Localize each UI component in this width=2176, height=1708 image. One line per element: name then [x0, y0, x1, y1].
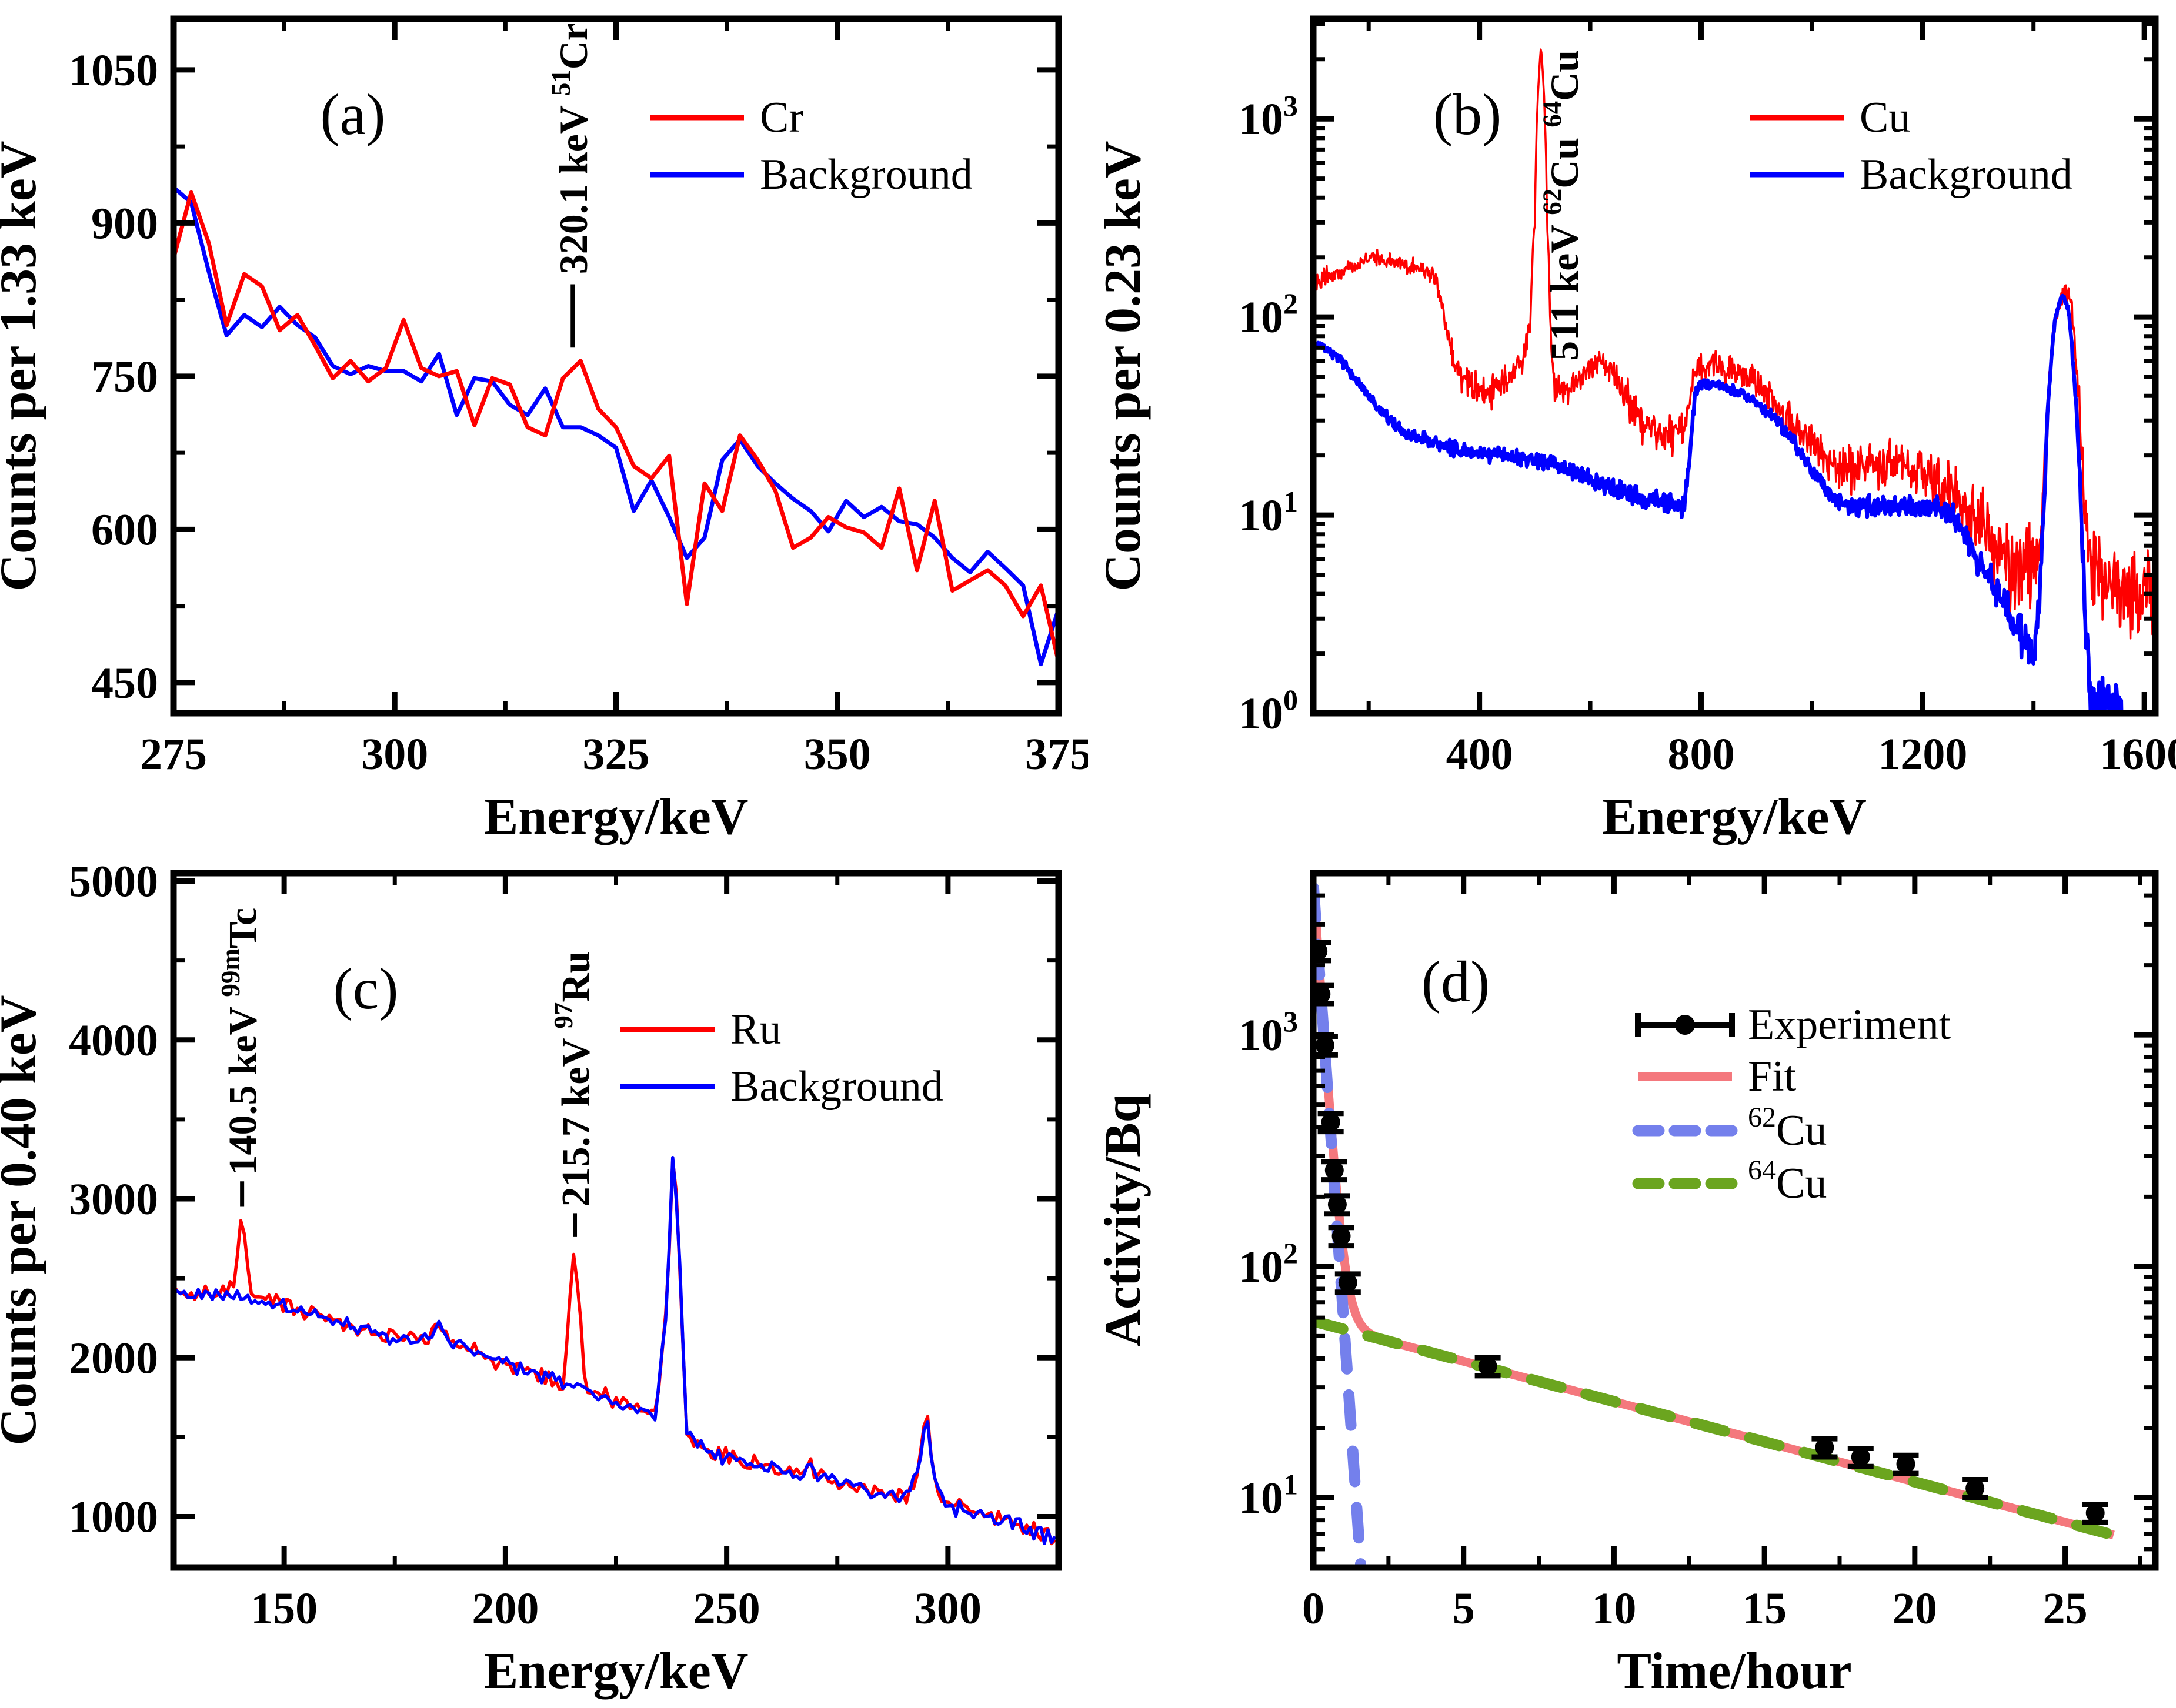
series-background: [173, 185, 1059, 667]
x-tick-label: 400: [1446, 730, 1513, 779]
x-tick-label: 800: [1667, 730, 1734, 779]
annotation-text: 140.5 keV 99mTc: [216, 908, 265, 1175]
legend-label: Experiment: [1748, 1001, 1951, 1049]
x-tick-label: 200: [472, 1584, 539, 1633]
y-tick-label: 102: [1239, 1236, 1298, 1292]
legend-label: 62Cu: [1748, 1102, 1827, 1155]
y-axis-label: Counts per 1.33 keV: [0, 141, 47, 591]
x-tick-label: 15: [1742, 1584, 1787, 1633]
x-tick-label: 1600: [2100, 730, 2176, 779]
y-tick-label: 101: [1239, 1468, 1298, 1523]
panel-letter: (b): [1433, 82, 1502, 147]
y-tick-label: 103: [1239, 1005, 1298, 1060]
panel-letter: (a): [321, 82, 386, 147]
panel-letter: (c): [333, 956, 399, 1021]
legend-label: Fit: [1748, 1052, 1797, 1101]
series-background: [1314, 293, 2124, 713]
y-tick-label: 4000: [69, 1016, 158, 1065]
panel-letter: (d): [1421, 949, 1490, 1014]
y-tick-label: 101: [1239, 485, 1298, 540]
x-tick-label: 20: [1893, 1584, 1937, 1633]
data-point: [1851, 1448, 1870, 1467]
y-tick-label: 103: [1239, 89, 1298, 144]
axis-frame: [1310, 870, 2159, 1571]
x-tick-label: 250: [693, 1584, 760, 1633]
x-tick-label: 350: [804, 730, 871, 779]
legend-label: Ru: [730, 1005, 781, 1054]
y-axis-label: Activity/Bq: [1094, 1094, 1152, 1346]
y-tick-label: 600: [91, 505, 158, 554]
legend-label: Background: [730, 1062, 943, 1111]
y-tick-label: 102: [1239, 287, 1298, 342]
x-axis-label: Energy/keV: [484, 788, 749, 845]
x-tick-label: 10: [1591, 1584, 1636, 1633]
y-tick-label: 1050: [69, 46, 158, 95]
y-tick-label: 1000: [69, 1493, 158, 1542]
legend-label: Cr: [760, 93, 803, 142]
axis-frame: [1310, 15, 2159, 717]
legend-label: Background: [760, 151, 973, 199]
data-point: [1321, 1112, 1340, 1132]
data-point: [1815, 1438, 1834, 1457]
panel-a-chart: 275 300 325 350 375 450 600 750 900 1050 Energy/ke…: [0, 0, 1088, 854]
data-point: [1331, 1226, 1351, 1246]
panel-b-chart: 400 800 1200 1600 100 101 102 103 Energy/keV Coun…: [1088, 0, 2176, 854]
data-point: [1338, 1273, 1357, 1292]
series-62cu: [1313, 882, 1367, 1567]
x-tick-label: 325: [583, 730, 650, 779]
data-point: [1313, 941, 1328, 961]
legend-label: Background: [1860, 151, 2072, 199]
series-experiment: [1313, 940, 2108, 1525]
annotation-text: 320.1 keV 51Cr: [546, 23, 596, 274]
series-cr: [173, 190, 1059, 663]
axis-frame: [170, 870, 1062, 1571]
data-point: [1327, 1195, 1347, 1214]
y-tick-label: 2000: [69, 1333, 158, 1383]
series-64cu: [1313, 1315, 2116, 1540]
data-point: [1313, 984, 1331, 1004]
x-tick-label: 300: [915, 1584, 982, 1633]
y-axis-label: Counts per 0.23 keV: [1094, 141, 1152, 591]
data-point: [1896, 1454, 1915, 1473]
x-tick-label: 300: [361, 730, 428, 779]
x-axis-label: Energy/keV: [484, 1643, 749, 1700]
data-point: [1965, 1479, 1985, 1498]
x-tick-label: 0: [1302, 1584, 1324, 1633]
y-tick-label: 3000: [69, 1175, 158, 1224]
series-cu: [1314, 48, 2155, 640]
series-background: [173, 1155, 1057, 1545]
y-tick-label: 750: [91, 352, 158, 402]
axis-frame: [170, 15, 1062, 717]
x-axis-label: Time/hour: [1617, 1643, 1851, 1700]
data-point: [1324, 1161, 1344, 1180]
legend-label: Cu: [1860, 93, 1910, 142]
x-tick-label: 1200: [1878, 730, 1967, 779]
data-point: [2085, 1503, 2105, 1523]
annotation-text: 511 keV 62Cu 64Cu: [1537, 50, 1587, 361]
y-tick-label: 5000: [69, 857, 158, 907]
panel-d-chart: 0 5 10 15 20 25 101 102 103 Time/hour Activity/Bq (…: [1088, 854, 2176, 1708]
y-tick-label: 100: [1239, 683, 1298, 738]
series-ru: [173, 1158, 1056, 1546]
legend-sample-marker: [1675, 1015, 1695, 1035]
data-point: [1478, 1356, 1497, 1376]
x-tick-label: 25: [2043, 1584, 2088, 1633]
x-tick-label: 5: [1453, 1584, 1475, 1633]
panel-c-chart: 150 200 250 300 1000 2000 3000 4000 5000 Energy/k…: [0, 854, 1088, 1708]
x-tick-label: 150: [251, 1584, 318, 1633]
legend-label: 64Cu: [1748, 1155, 1827, 1208]
y-axis-label: Counts per 0.40 keV: [0, 995, 47, 1445]
annotation-text: 215.7 keV 97Ru: [549, 951, 598, 1207]
y-tick-label: 900: [91, 199, 158, 248]
x-tick-label: 275: [140, 730, 207, 779]
x-tick-label: 375: [1025, 730, 1088, 779]
x-axis-label: Energy/keV: [1602, 788, 1867, 845]
y-tick-label: 450: [91, 659, 158, 708]
